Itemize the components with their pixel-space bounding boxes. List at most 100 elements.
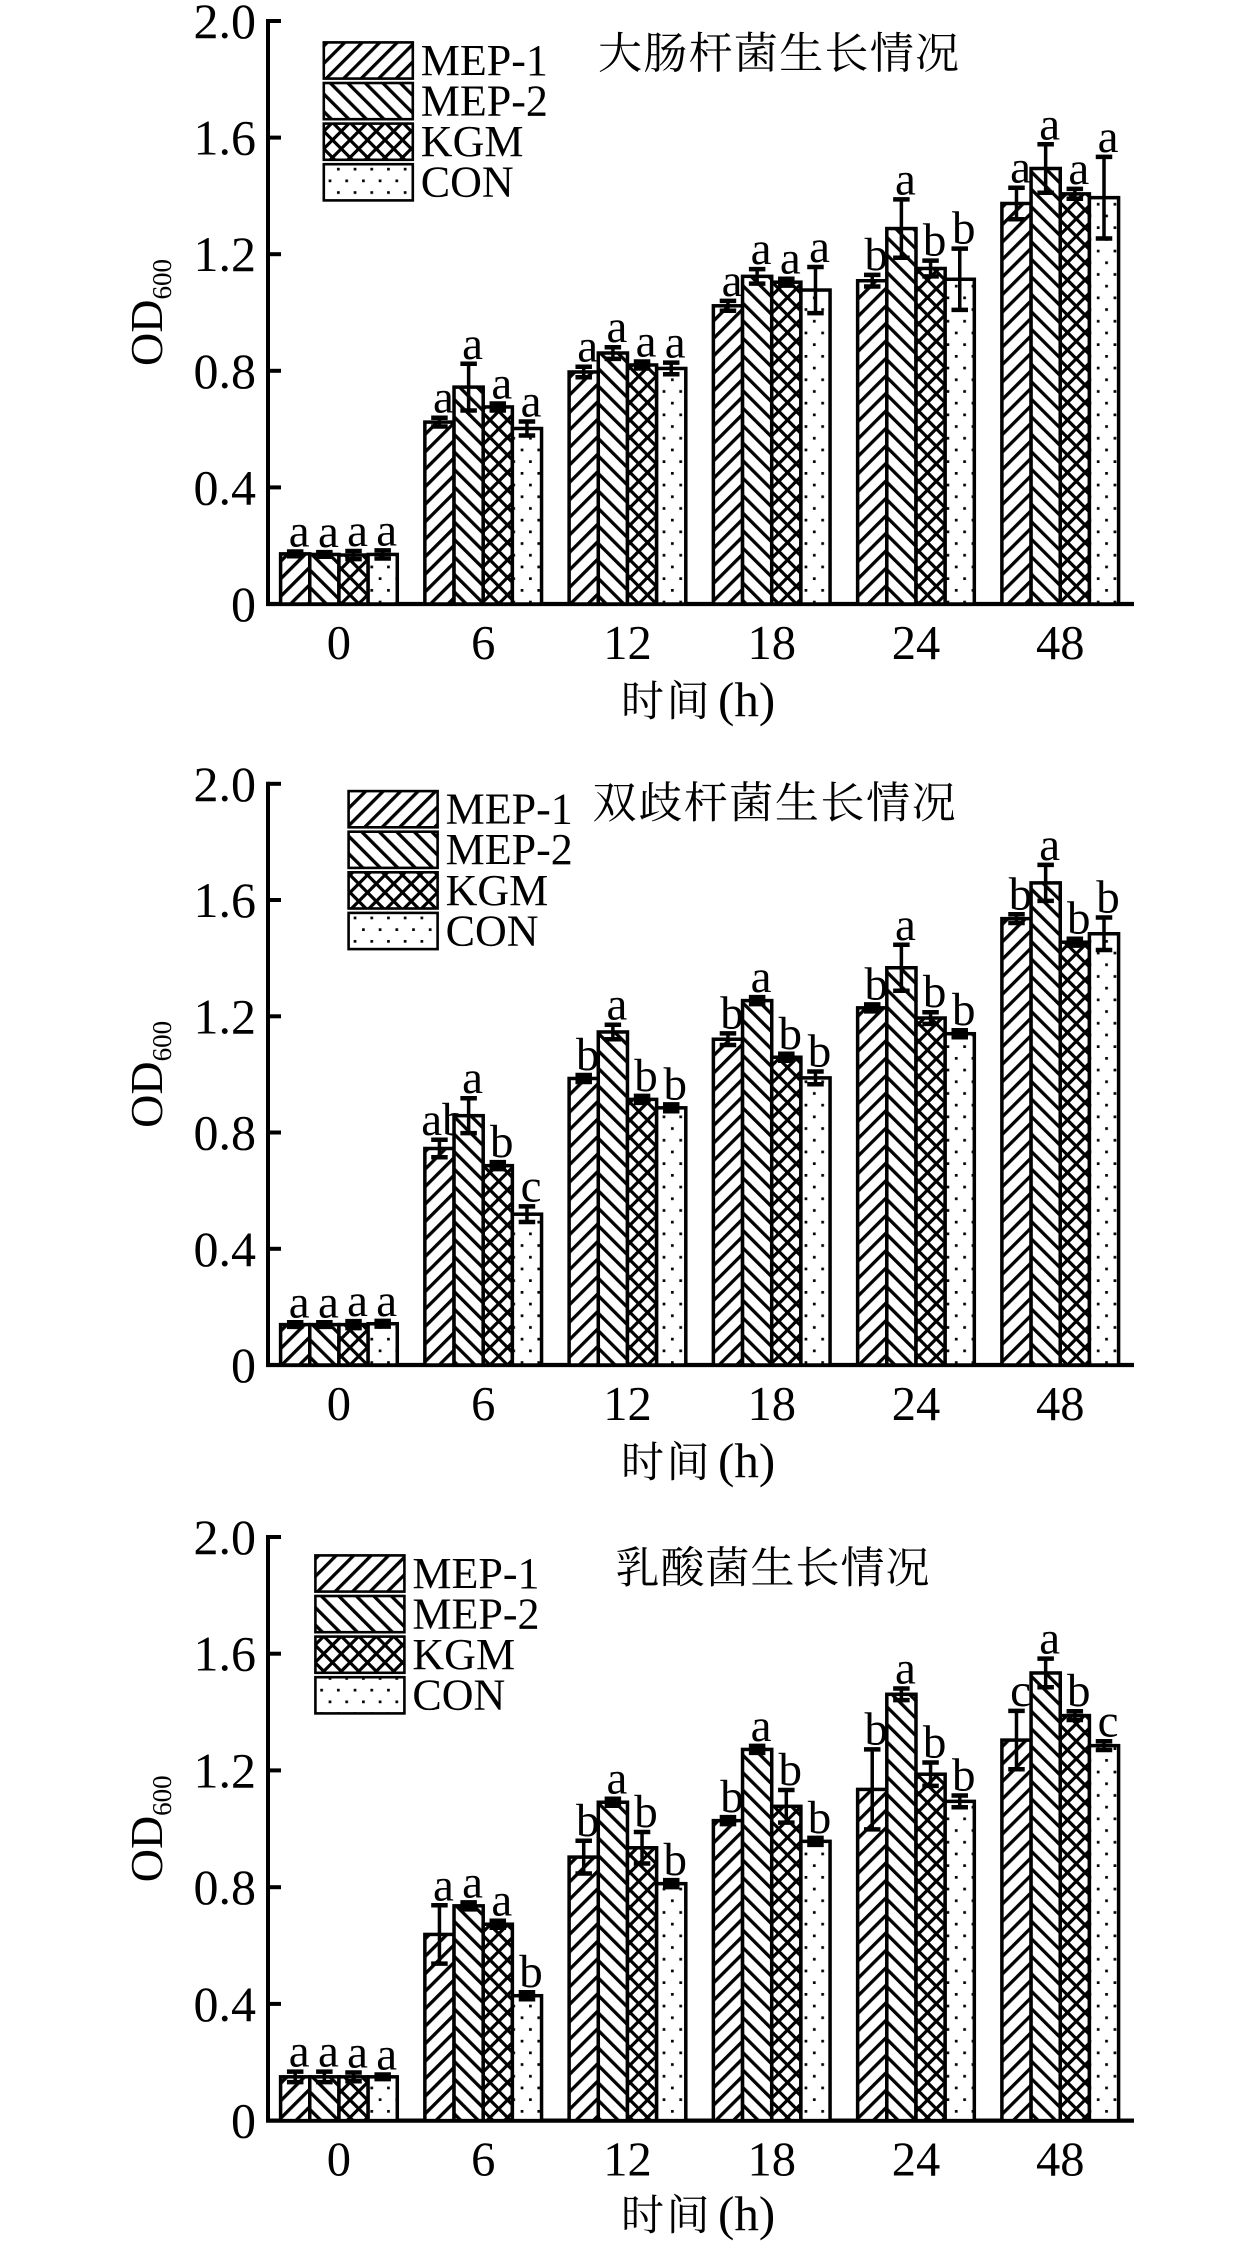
svg-text:a: a (289, 506, 310, 558)
svg-text:b: b (490, 1116, 514, 1168)
svg-text:c: c (1098, 1695, 1119, 1747)
svg-text:2.0: 2.0 (194, 756, 257, 812)
svg-text:MEP-2: MEP-2 (421, 77, 548, 126)
svg-text:b: b (808, 1792, 832, 1844)
svg-text:b: b (779, 1744, 803, 1796)
svg-text:b: b (864, 1703, 888, 1755)
svg-text:0.8: 0.8 (194, 1859, 257, 1915)
svg-text:b: b (663, 1834, 687, 1886)
svg-text:CON: CON (446, 906, 539, 955)
svg-text:12: 12 (603, 2134, 652, 2187)
svg-text:b: b (952, 203, 976, 255)
svg-text:0.4: 0.4 (194, 459, 257, 515)
svg-text:a: a (318, 506, 339, 558)
svg-text:b: b (923, 966, 947, 1018)
svg-text:18: 18 (747, 617, 796, 670)
svg-text:a: a (751, 951, 772, 1003)
svg-text:MEP-1: MEP-1 (446, 785, 573, 834)
svg-text:b: b (576, 1029, 600, 1081)
svg-text:b: b (720, 987, 744, 1039)
svg-text:(h): (h) (718, 672, 775, 727)
svg-text:a: a (895, 1642, 916, 1694)
svg-text:a: a (462, 1052, 483, 1104)
svg-text:24: 24 (892, 2134, 941, 2187)
svg-text:a: a (347, 1275, 368, 1327)
svg-text:a: a (606, 1753, 627, 1805)
svg-text:a: a (895, 899, 916, 951)
svg-text:a: a (780, 233, 801, 285)
svg-text:KGM: KGM (446, 866, 549, 915)
svg-text:b: b (864, 958, 888, 1010)
svg-text:0: 0 (327, 2134, 351, 2187)
svg-text:c: c (1010, 1665, 1031, 1717)
svg-text:b: b (808, 1026, 832, 1078)
svg-text:2.0: 2.0 (194, 0, 257, 49)
svg-text:MEP-1: MEP-1 (412, 1549, 539, 1598)
svg-text:KGM: KGM (421, 117, 524, 166)
svg-text:a: a (1010, 142, 1031, 194)
svg-text:a: a (895, 153, 916, 205)
svg-text:a: a (289, 2026, 310, 2078)
svg-text:b: b (576, 1795, 600, 1847)
svg-text:0: 0 (231, 1337, 256, 1393)
svg-text:0: 0 (231, 576, 256, 632)
svg-text:a: a (606, 979, 627, 1031)
svg-text:a: a (751, 223, 772, 275)
svg-text:18: 18 (747, 1378, 796, 1431)
svg-text:b: b (923, 1717, 947, 1769)
svg-text:0.4: 0.4 (194, 1221, 257, 1277)
svg-text:0: 0 (327, 1378, 351, 1431)
svg-text:24: 24 (892, 617, 941, 670)
svg-text:1.2: 1.2 (194, 226, 257, 282)
svg-text:b: b (952, 1750, 976, 1802)
svg-text:b: b (952, 984, 976, 1036)
svg-text:12: 12 (603, 617, 652, 670)
svg-text:b: b (1067, 893, 1091, 945)
svg-text:0.4: 0.4 (194, 1976, 257, 2032)
svg-text:a: a (1068, 143, 1089, 195)
svg-text:a: a (722, 255, 743, 307)
svg-text:b: b (1009, 868, 1033, 920)
svg-text:a: a (289, 1276, 310, 1328)
svg-text:6: 6 (471, 1378, 495, 1431)
svg-text:a: a (347, 505, 368, 557)
svg-text:48: 48 (1036, 1378, 1085, 1431)
svg-text:24: 24 (892, 1378, 941, 1431)
svg-text:48: 48 (1036, 617, 1085, 670)
svg-text:b: b (519, 1946, 543, 1998)
svg-text:b: b (720, 1771, 744, 1823)
svg-text:a: a (809, 221, 830, 273)
svg-text:a: a (491, 357, 512, 409)
svg-text:2.0: 2.0 (194, 1509, 257, 1565)
svg-text:1.6: 1.6 (194, 110, 257, 166)
svg-text:48: 48 (1036, 2134, 1085, 2187)
svg-text:MEP-2: MEP-2 (446, 825, 573, 874)
svg-text:b: b (1067, 1665, 1091, 1717)
svg-text:MEP-2: MEP-2 (412, 1590, 539, 1639)
svg-text:CON: CON (421, 158, 514, 207)
svg-text:a: a (376, 1275, 397, 1327)
svg-text:b: b (634, 1786, 658, 1838)
svg-text:a: a (751, 1700, 772, 1752)
svg-text:a: a (376, 2029, 397, 2081)
svg-text:1.6: 1.6 (194, 1626, 257, 1682)
svg-text:a: a (1039, 98, 1060, 150)
svg-text:a: a (433, 1859, 454, 1911)
svg-text:a: a (665, 317, 686, 369)
svg-text:12: 12 (603, 1378, 652, 1431)
svg-text:a: a (376, 504, 397, 556)
svg-text:a: a (318, 2026, 339, 2078)
svg-text:(h): (h) (718, 1433, 775, 1488)
svg-text:1.2: 1.2 (194, 988, 257, 1044)
svg-text:a: a (491, 1875, 512, 1927)
svg-text:0.8: 0.8 (194, 1105, 257, 1161)
svg-text:6: 6 (471, 617, 495, 670)
svg-text:a: a (1039, 1613, 1060, 1665)
svg-text:b: b (1096, 872, 1120, 924)
svg-text:a: a (1039, 819, 1060, 871)
svg-text:a: a (577, 321, 598, 373)
svg-text:a: a (606, 301, 627, 353)
svg-text:a: a (347, 2027, 368, 2079)
svg-text:a: a (462, 318, 483, 370)
svg-text:a: a (521, 376, 542, 428)
